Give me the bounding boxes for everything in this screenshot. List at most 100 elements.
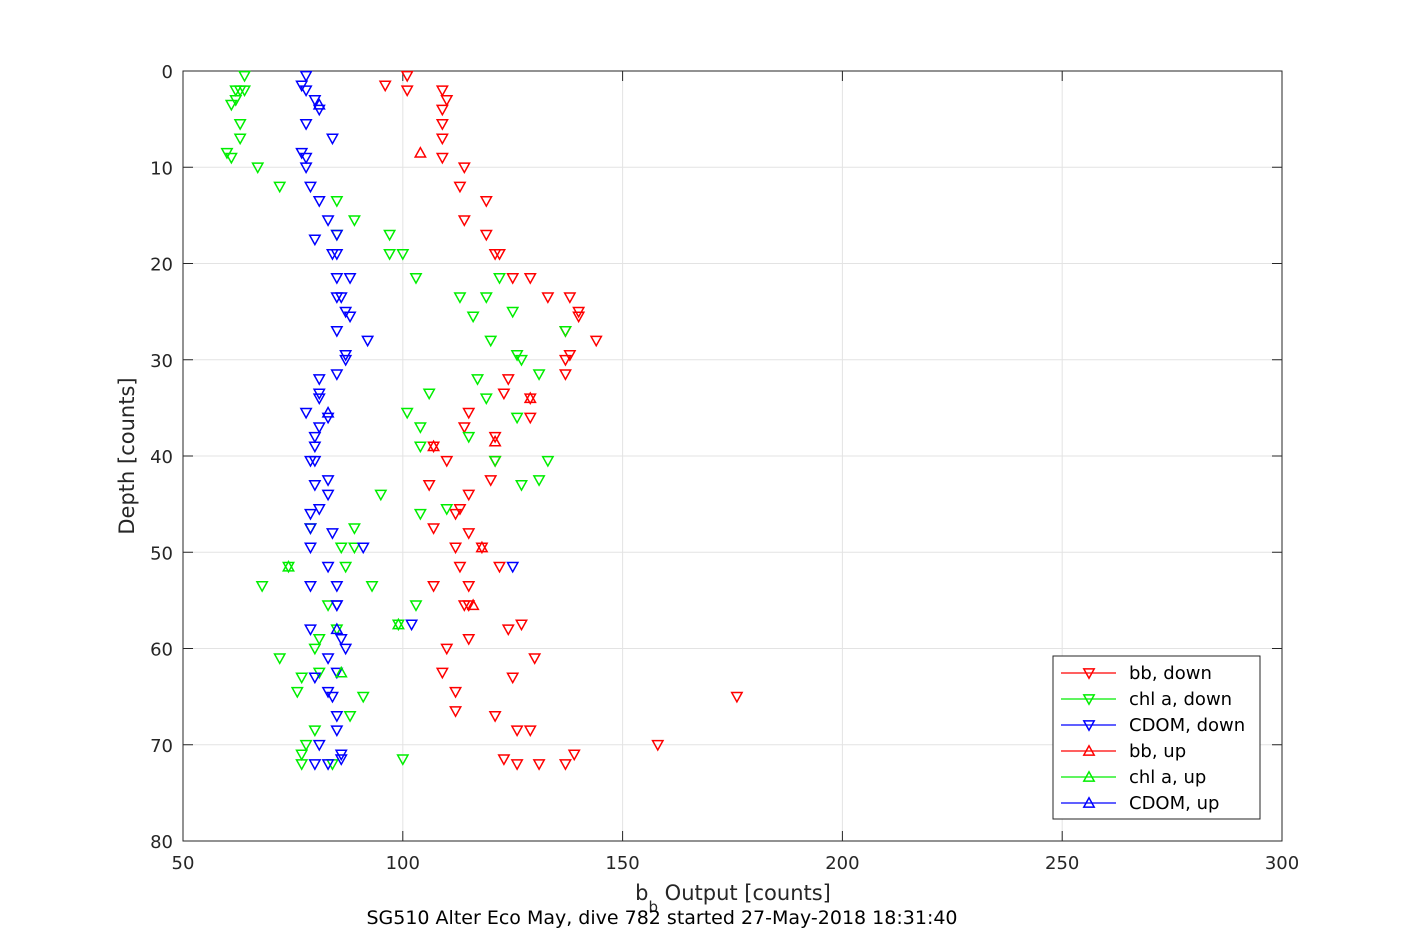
data-point [400, 85, 414, 97]
data-point [312, 504, 326, 516]
data-point [532, 475, 546, 487]
data-point [409, 273, 423, 285]
data-point [233, 119, 247, 131]
data-point [325, 691, 339, 704]
data-point [532, 759, 546, 771]
data-point [304, 581, 317, 593]
data-point [466, 311, 480, 324]
data-point [427, 581, 441, 593]
series-2 [295, 70, 520, 771]
data-point [558, 325, 572, 338]
x-tick-label: 300 [1265, 853, 1299, 874]
data-point [339, 643, 353, 656]
data-point [462, 407, 476, 420]
data-point [422, 479, 436, 492]
y-tick-label: 80 [150, 832, 173, 853]
data-point [479, 196, 493, 208]
data-point [255, 581, 269, 593]
data-point [321, 653, 335, 665]
data-point [479, 229, 493, 242]
data-point [488, 434, 502, 447]
data-point [523, 391, 537, 404]
data-point [413, 146, 427, 158]
data-point [330, 196, 344, 208]
data-point [391, 617, 405, 630]
data-point [290, 686, 304, 699]
data-point [515, 354, 528, 367]
data-point [457, 422, 471, 434]
data-point [453, 181, 467, 194]
data-point [347, 215, 361, 227]
data-point [325, 133, 339, 146]
data-point [308, 234, 322, 247]
data-point [295, 759, 309, 771]
data-point [308, 759, 322, 771]
x-axis-label-rest: Output [counts] [658, 881, 831, 905]
y-tick-label: 10 [150, 158, 173, 179]
x-tick-label: 200 [825, 853, 859, 874]
data-point [330, 581, 344, 593]
y-tick-label: 0 [162, 62, 173, 83]
data-point [325, 248, 339, 261]
data-point [365, 581, 379, 593]
data-point [730, 691, 744, 704]
data-point [510, 412, 524, 425]
x-tick-label: 150 [605, 853, 639, 874]
data-point [479, 292, 493, 304]
data-point [435, 667, 449, 680]
data-point [563, 292, 577, 304]
data-point [515, 619, 528, 632]
data-point [413, 441, 427, 454]
data-point [238, 85, 252, 97]
data-point [457, 600, 471, 612]
data-point [347, 523, 361, 535]
data-point [308, 455, 322, 468]
data-point [299, 70, 313, 83]
legend-label: bb, down [1129, 663, 1212, 684]
data-point [308, 725, 322, 738]
data-point [347, 542, 361, 555]
data-point [334, 665, 348, 678]
data-point [238, 70, 252, 83]
data-point [484, 475, 498, 487]
data-point [484, 335, 498, 348]
data-point [312, 374, 326, 386]
data-point [471, 374, 485, 386]
data-point [304, 181, 317, 194]
data-point [273, 653, 287, 665]
data-point [435, 104, 449, 117]
data-point [457, 215, 471, 227]
data-point [312, 422, 326, 434]
legend-label: chl a, down [1129, 689, 1232, 710]
y-tick-label: 40 [150, 447, 173, 468]
data-point [462, 633, 476, 646]
data-point [343, 710, 357, 723]
data-point [334, 292, 348, 304]
data-point [462, 581, 476, 593]
data-point [282, 559, 295, 572]
data-point [304, 542, 317, 555]
y-axis-label: Depth [counts] [115, 377, 139, 534]
data-point [427, 439, 441, 452]
y-tick-label: 60 [150, 640, 173, 661]
data-point [449, 686, 463, 699]
chart-title: SG510 Alter Eco May, dive 782 started 27… [366, 907, 957, 929]
data-point [295, 672, 309, 685]
data-point [321, 759, 335, 771]
data-point [506, 306, 520, 319]
data-point [299, 152, 313, 165]
data-point [493, 561, 506, 574]
data-point [523, 725, 537, 738]
data-point [299, 162, 313, 174]
data-point [506, 561, 520, 574]
data-point [356, 691, 370, 704]
data-point [233, 133, 247, 146]
data-point [308, 94, 322, 107]
data-point [497, 388, 511, 401]
legend-marker [1082, 796, 1096, 808]
data-point [453, 561, 467, 574]
x-axis-label-subscript: b [648, 898, 658, 916]
legend-label: CDOM, down [1129, 715, 1245, 736]
data-point [312, 739, 326, 752]
x-axis-label-main: b [635, 881, 648, 905]
